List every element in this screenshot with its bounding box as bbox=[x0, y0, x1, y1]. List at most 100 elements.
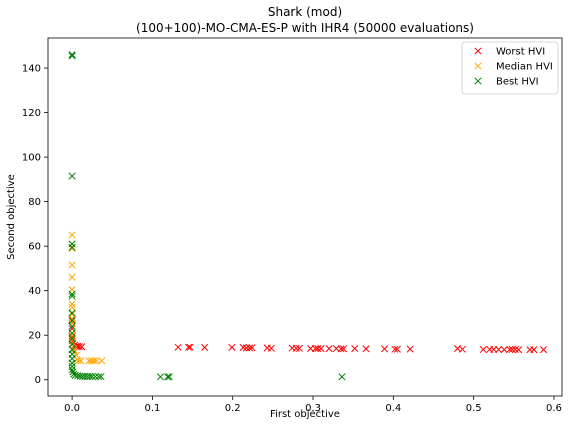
data-point bbox=[506, 345, 514, 354]
data-point bbox=[78, 343, 86, 351]
data-point bbox=[317, 345, 325, 353]
data-point bbox=[68, 340, 76, 348]
data-point bbox=[68, 335, 76, 343]
y-tick-label: 100 bbox=[22, 153, 41, 164]
data-point bbox=[68, 300, 76, 308]
data-point bbox=[351, 345, 359, 353]
legend-entry: Best HVI bbox=[474, 77, 539, 88]
legend-box bbox=[461, 41, 559, 95]
data-point bbox=[74, 357, 83, 365]
data-point bbox=[68, 292, 76, 300]
y-tick-label: 120 bbox=[22, 108, 41, 119]
y-tick-label: 60 bbox=[28, 242, 41, 253]
data-point bbox=[68, 322, 76, 330]
data-point bbox=[69, 368, 77, 376]
data-point bbox=[174, 343, 182, 351]
data-point bbox=[68, 273, 76, 281]
data-point bbox=[338, 373, 346, 381]
data-point bbox=[314, 345, 322, 353]
data-point bbox=[68, 243, 76, 251]
data-point bbox=[362, 345, 370, 353]
data-point bbox=[68, 240, 76, 248]
legend-entry: Worst HVI bbox=[474, 47, 545, 58]
data-point bbox=[184, 343, 193, 351]
data-point bbox=[515, 346, 523, 354]
data-point bbox=[77, 357, 85, 365]
data-point bbox=[311, 345, 319, 353]
data-point bbox=[339, 345, 348, 353]
y-tick-label: 20 bbox=[28, 331, 41, 342]
data-point bbox=[511, 345, 519, 354]
data-point bbox=[228, 343, 236, 352]
x-tick-label: 0.0 bbox=[64, 403, 80, 414]
legend: Worst HVI Median HVI Best HVI bbox=[461, 41, 559, 95]
data-point bbox=[68, 303, 76, 311]
data-point bbox=[92, 357, 100, 365]
data-point bbox=[248, 344, 256, 352]
data-point bbox=[68, 172, 76, 180]
data-point bbox=[68, 309, 76, 317]
y-tick-label: 140 bbox=[22, 64, 41, 75]
data-point bbox=[68, 290, 76, 298]
data-point bbox=[267, 344, 275, 352]
data-point bbox=[508, 345, 516, 354]
legend-label: Worst HVI bbox=[496, 47, 545, 58]
data-point bbox=[530, 346, 538, 354]
data-point bbox=[68, 231, 76, 239]
legend-label: Best HVI bbox=[496, 77, 539, 88]
legend-marker bbox=[474, 62, 482, 70]
data-point bbox=[458, 345, 466, 353]
data-point bbox=[494, 345, 503, 354]
data-point bbox=[325, 345, 333, 353]
data-point bbox=[500, 346, 508, 354]
data-point bbox=[164, 373, 172, 381]
data-point bbox=[68, 317, 76, 325]
data-point bbox=[68, 316, 76, 324]
data-point bbox=[90, 357, 98, 365]
y-tick-label: 0 bbox=[35, 375, 41, 386]
legend-entry: Median HVI bbox=[474, 62, 553, 73]
data-point bbox=[68, 329, 76, 337]
y-tick-label: 80 bbox=[28, 197, 41, 208]
data-point bbox=[86, 372, 94, 380]
data-point bbox=[95, 373, 103, 381]
x-tick-label: 0.6 bbox=[546, 403, 562, 414]
data-point bbox=[88, 372, 96, 380]
data-point bbox=[68, 359, 76, 367]
chart-title: Shark (mod) bbox=[268, 5, 342, 19]
data-point bbox=[91, 373, 99, 381]
legend-marker bbox=[474, 77, 482, 85]
data-point bbox=[68, 51, 76, 59]
legend-label: Median HVI bbox=[496, 62, 553, 73]
data-point bbox=[97, 373, 105, 381]
data-point bbox=[68, 261, 76, 269]
data-point bbox=[156, 373, 164, 381]
data-point bbox=[186, 343, 194, 351]
data-point bbox=[201, 343, 209, 352]
data-point bbox=[98, 357, 106, 365]
data-point bbox=[70, 346, 78, 354]
data-points bbox=[68, 51, 548, 381]
x-tick-label: 0.4 bbox=[385, 403, 401, 414]
data-point bbox=[337, 345, 345, 353]
data-point bbox=[68, 319, 76, 327]
data-point bbox=[393, 345, 401, 353]
data-point bbox=[242, 344, 250, 352]
plot-area bbox=[47, 37, 563, 397]
x-axis-label: First objective bbox=[270, 409, 340, 420]
data-point bbox=[292, 344, 300, 352]
chart-subtitle: (100+100)-MO-CMA-ES-P with IHR4 (50000 e… bbox=[136, 21, 474, 35]
data-point bbox=[68, 52, 76, 60]
data-point bbox=[246, 344, 254, 352]
data-point bbox=[391, 345, 399, 353]
data-point bbox=[406, 345, 414, 353]
legend-marker bbox=[474, 47, 482, 55]
x-tick-label: 0.5 bbox=[466, 403, 482, 414]
x-axis-ticks: 0.0 0.1 0.2 0.3 0.4 0.5 0.6 bbox=[64, 396, 562, 414]
y-tick-label: 40 bbox=[28, 286, 41, 297]
data-point bbox=[295, 344, 303, 352]
data-point bbox=[68, 366, 76, 374]
data-point bbox=[380, 345, 389, 353]
data-point bbox=[165, 373, 173, 381]
